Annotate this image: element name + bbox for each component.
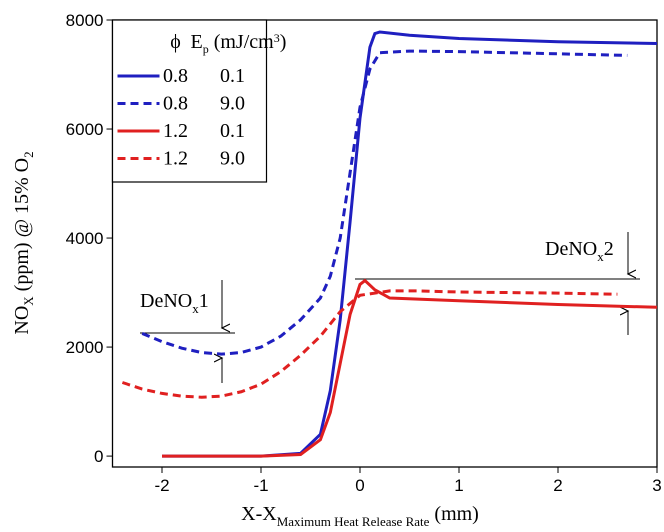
x-tick-label: -1 xyxy=(253,476,268,495)
series-line xyxy=(141,49,628,356)
series-line xyxy=(162,278,658,458)
annotation: DeNOx1 xyxy=(140,290,209,316)
y-tick-label: 2000 xyxy=(66,338,104,357)
x-axis-label: X-XMaximum Heat Release Rate (mm) xyxy=(241,503,479,529)
y-axis-label: NOX (ppm) @ 15% O2 xyxy=(11,151,36,334)
legend-header-part: E xyxy=(191,31,203,53)
legend-header-part: 3 xyxy=(274,31,280,45)
y-tick-label: 8000 xyxy=(66,11,104,30)
y-tick-label: 4000 xyxy=(66,229,104,248)
legend-header: Ep (mJ/cm3) xyxy=(191,31,287,56)
y-tick-label: 6000 xyxy=(66,120,104,139)
legend-label: 1.2 xyxy=(163,148,188,170)
legend-label: 9.0 xyxy=(220,148,245,170)
legend-label: 0.1 xyxy=(220,120,245,142)
plot-frame xyxy=(111,19,658,468)
legend-label: 0.8 xyxy=(163,93,188,115)
legend-label: 1.2 xyxy=(163,120,188,142)
x-tick-label: -2 xyxy=(154,476,169,495)
legend-header-part: ) xyxy=(280,31,287,53)
legend-header-part: p xyxy=(203,42,209,56)
legend-header-part: (mJ/cm xyxy=(209,31,274,53)
legend-label: 0.8 xyxy=(163,65,188,87)
legend-label: 0.1 xyxy=(220,65,245,87)
annotation: DeNOx2 xyxy=(545,238,614,264)
x-tick-label: 2 xyxy=(553,476,562,495)
legend-box xyxy=(111,19,268,183)
y-tick-label: 0 xyxy=(94,447,103,466)
legend-header: ϕ xyxy=(170,31,181,53)
legend-label: 9.0 xyxy=(220,93,245,115)
x-tick-label: 0 xyxy=(355,476,364,495)
series-line xyxy=(121,289,618,399)
x-tick-label: 3 xyxy=(652,476,661,495)
series-line xyxy=(162,30,658,458)
x-tick-label: 1 xyxy=(454,476,463,495)
